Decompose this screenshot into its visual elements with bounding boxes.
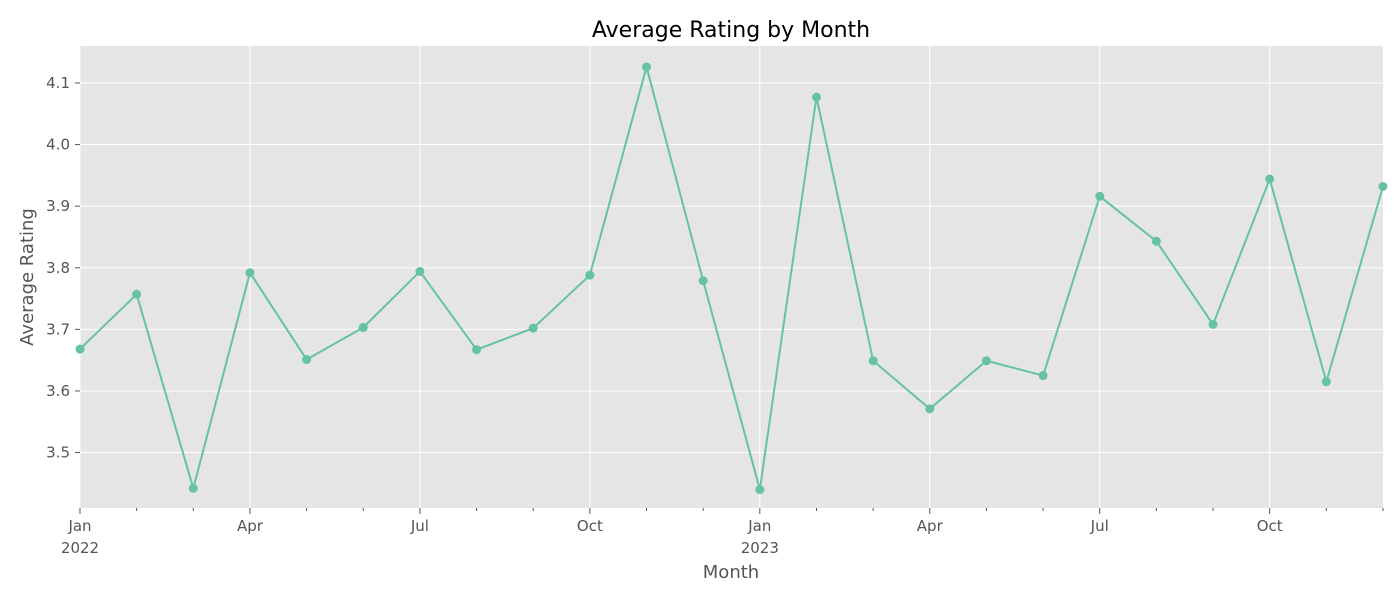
- x-axis-title: Month: [703, 562, 759, 583]
- data-point: [1265, 174, 1275, 184]
- x-tick-label: Apr: [917, 517, 944, 535]
- x-tick-label: Jul: [410, 517, 429, 535]
- x-tick-label: Oct: [1257, 517, 1283, 535]
- data-point: [755, 485, 765, 495]
- data-point: [868, 356, 878, 366]
- data-point: [1151, 236, 1161, 246]
- data-point: [132, 289, 142, 299]
- data-point: [981, 356, 991, 366]
- y-tick-label: 3.9: [46, 197, 70, 215]
- y-tick-label: 4.1: [46, 74, 70, 92]
- y-tick-label: 3.6: [46, 382, 70, 400]
- series-line: [79, 65, 1384, 491]
- data-point: [1038, 371, 1048, 381]
- data-point: [1321, 377, 1331, 387]
- data-point: [698, 276, 708, 286]
- data-point: [75, 344, 85, 354]
- chart-title: Average Rating by Month: [592, 18, 870, 43]
- data-point: [302, 355, 312, 365]
- data-point: [811, 92, 821, 102]
- series-layer: [75, 62, 1388, 495]
- data-point: [188, 483, 198, 493]
- data-point: [472, 345, 482, 355]
- y-axis: 3.5 3.6 3.7 3.8 3.9 4.0 4.1: [46, 74, 80, 462]
- x-tick-label: Jan: [67, 517, 91, 535]
- data-point: [528, 323, 538, 333]
- y-tick-label: 3.5: [46, 444, 70, 462]
- data-point: [1208, 319, 1218, 329]
- x-tick-year-label: 2023: [741, 539, 779, 557]
- plot-area: [80, 46, 1383, 508]
- data-point: [1378, 181, 1388, 191]
- y-tick-label: 3.7: [46, 320, 70, 338]
- x-tick-label: Oct: [577, 517, 603, 535]
- x-axis: Jan 2022 Apr Jul Oct Jan 2023 Apr Jul Oct: [61, 508, 1384, 557]
- data-point: [585, 270, 595, 280]
- data-point: [925, 404, 935, 414]
- x-tick-label: Jan: [747, 517, 771, 535]
- x-tick-label: Jul: [1090, 517, 1109, 535]
- y-axis-title: Average Rating: [17, 208, 38, 346]
- data-point: [415, 266, 425, 276]
- x-tick-label: Apr: [237, 517, 264, 535]
- data-point: [1095, 191, 1105, 201]
- data-point: [642, 62, 652, 72]
- x-tick-year-label: 2022: [61, 539, 99, 557]
- y-tick-label: 3.8: [46, 259, 70, 277]
- data-point: [358, 323, 368, 333]
- grid-lines: [79, 46, 1383, 508]
- y-tick-label: 4.0: [46, 136, 70, 154]
- data-point: [245, 268, 255, 278]
